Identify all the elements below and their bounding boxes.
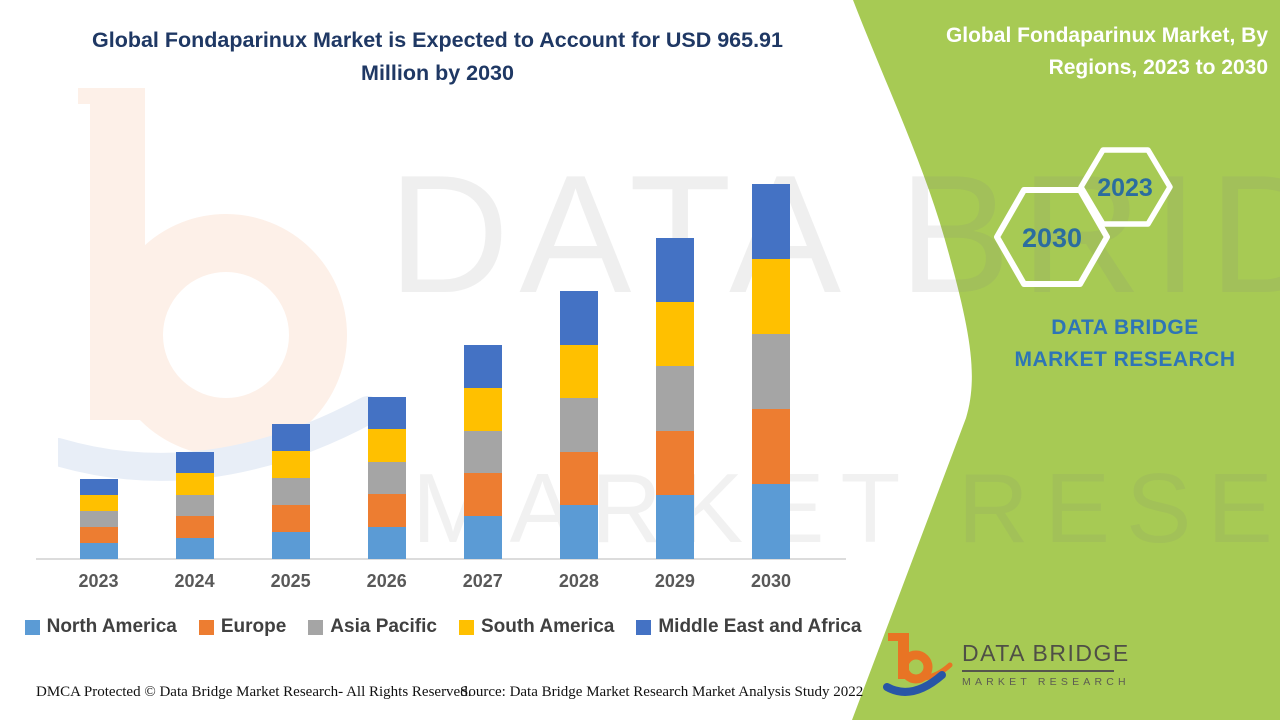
bar-segment-2028-europe — [559, 451, 598, 506]
bar-segment-2024-asia-pacific — [175, 494, 214, 517]
legend-item-south-america: South America — [458, 616, 615, 638]
bar-segment-2030-middle-east-and-africa — [751, 184, 790, 260]
legend-item-middle-east-and-africa: Middle East and Africa — [636, 616, 861, 638]
x-axis-label-2028: 2028 — [558, 571, 599, 591]
bar-segment-2028-north-america — [559, 505, 598, 559]
bar-segment-2030-south-america — [751, 259, 790, 335]
legend-swatch-icon — [24, 620, 40, 635]
bar-segment-2023-europe — [79, 527, 118, 544]
brand-name-text: DATA BRIDGE MARKET RESEARCH — [1014, 316, 1236, 371]
bar-segment-2027-asia-pacific — [463, 430, 502, 474]
side-panel-title: Global Fondaparinux Market, By Regions, … — [945, 24, 1268, 79]
x-axis-label-2026: 2026 — [366, 571, 407, 591]
bar-segment-2028-south-america — [559, 344, 598, 399]
legend-swatch-icon — [458, 620, 474, 635]
bar-segment-2025-asia-pacific — [271, 478, 310, 505]
bar-segment-2023-asia-pacific — [79, 511, 118, 528]
bar-segment-2028-middle-east-and-africa — [559, 291, 598, 345]
logo-divider — [962, 670, 1114, 672]
company-logo: DATA BRIDGE MARKET RESEARCH — [882, 628, 1130, 702]
legend-item-asia-pacific: Asia Pacific — [308, 616, 437, 638]
bar-2029 — [655, 238, 694, 559]
bar-segment-2023-south-america — [79, 495, 118, 512]
x-axis-label-2030: 2030 — [750, 571, 792, 591]
bar-segment-2026-europe — [367, 494, 406, 527]
bar-segment-2029-asia-pacific — [655, 366, 694, 431]
legend-label: Europe — [220, 616, 287, 637]
x-axis-label-2024: 2024 — [174, 571, 215, 591]
bar-segment-2025-europe — [271, 505, 310, 532]
x-axis-label-2027: 2027 — [462, 571, 503, 591]
bar-2028 — [559, 291, 598, 559]
legend-swatch-icon — [636, 620, 652, 635]
bar-segment-2029-north-america — [655, 494, 694, 559]
bar-segment-2029-middle-east-and-africa — [655, 238, 694, 303]
bar-segment-2023-middle-east-and-africa — [79, 479, 118, 496]
bar-2030 — [751, 184, 790, 559]
legend-item-europe: Europe — [198, 616, 287, 638]
x-axis-label-2029: 2029 — [654, 571, 695, 591]
legend-swatch-icon — [198, 620, 214, 635]
bar-segment-2027-europe — [463, 473, 502, 517]
bar-segment-2030-north-america — [751, 484, 790, 559]
bar-segment-2029-europe — [655, 430, 694, 495]
dmca-notice: DMCA Protected © Data Bridge Market Rese… — [36, 684, 472, 700]
chart-legend: North America Europe Asia Pacific South Ame… — [24, 616, 861, 638]
chart-title: Global Fondaparinux Market is Expected t… — [92, 28, 783, 86]
x-axis-line — [36, 558, 846, 560]
bar-2023 — [79, 479, 118, 559]
bar-segment-2025-north-america — [271, 532, 310, 559]
bar-segment-2027-south-america — [463, 387, 502, 431]
source-note: Source: Data Bridge Market Research Mark… — [460, 684, 864, 700]
x-axis-label-2025: 2025 — [270, 571, 311, 591]
bar-segment-2030-asia-pacific — [751, 334, 790, 410]
legend-label: South America — [480, 616, 615, 637]
bar-segment-2027-middle-east-and-africa — [463, 345, 502, 388]
legend-swatch-icon — [308, 620, 324, 635]
bar-segment-2028-asia-pacific — [559, 398, 598, 452]
bar-segment-2027-north-america — [463, 516, 502, 559]
bar-segment-2024-north-america — [175, 537, 214, 559]
green-panel-shape — [852, 0, 1280, 720]
bar-2027 — [463, 345, 502, 559]
x-axis-label-2023: 2023 — [78, 571, 119, 591]
logo-b-icon — [883, 633, 953, 696]
legend-label: Middle East and Africa — [658, 616, 862, 637]
bar-segment-2024-europe — [175, 516, 214, 538]
bar-segment-2030-europe — [751, 409, 790, 485]
bar-segment-2026-north-america — [367, 526, 406, 559]
logo-secondary-text: MARKET RESEARCH — [962, 676, 1130, 688]
logo-primary-text: DATA BRIDGE — [962, 640, 1130, 666]
legend-label: Asia Pacific — [330, 616, 437, 637]
bar-segment-2023-north-america — [79, 543, 118, 559]
legend-label: North America — [46, 616, 177, 637]
bar-segment-2029-south-america — [655, 302, 694, 367]
logo-text-block: DATA BRIDGE MARKET RESEARCH — [962, 628, 1130, 702]
legend-item-north-america: North America — [24, 616, 177, 638]
